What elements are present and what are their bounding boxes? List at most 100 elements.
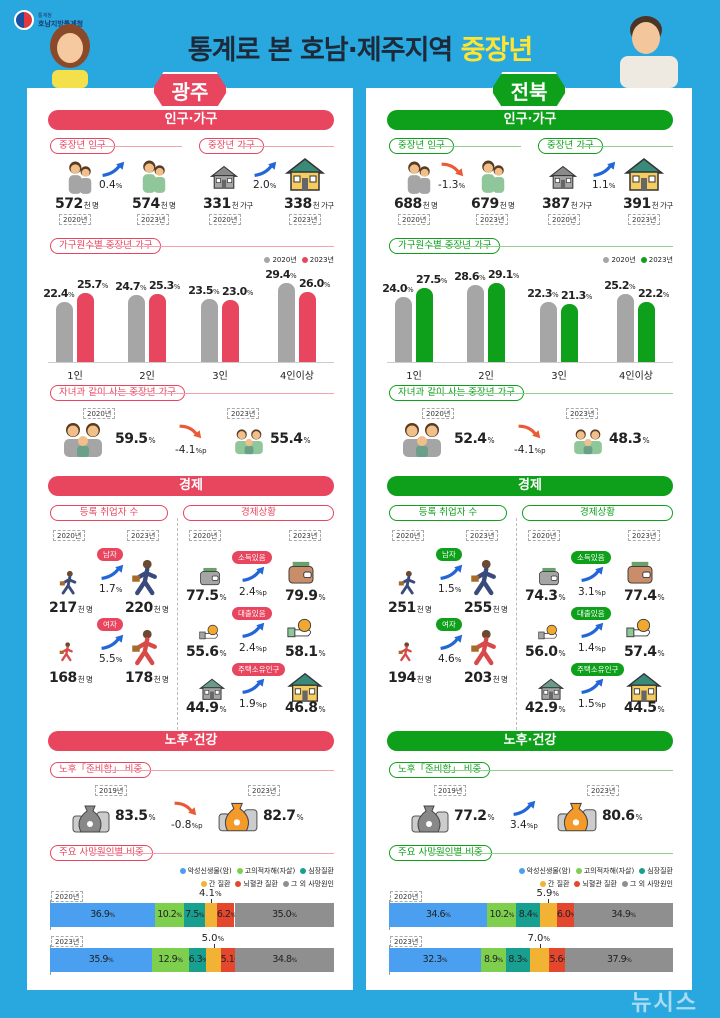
bar-value-2023-0: 27.5%	[416, 273, 456, 288]
economy-change-unit: %p	[255, 701, 267, 709]
retirement-change-unit: %p	[526, 822, 538, 830]
segment-value: 7.0	[527, 933, 544, 944]
segment-unit: %	[214, 890, 222, 898]
legend-item: 고의적자해(자살)	[583, 867, 635, 875]
retirement-year-2023: 2023년	[587, 785, 620, 796]
arrow-up-icon	[580, 566, 604, 582]
arrow-up-icon	[512, 800, 536, 816]
population-year-2020: 2020년	[398, 214, 431, 225]
statistics-office-logo: 통계청 호남지방통계청	[14, 10, 83, 30]
economy-year-2020: 2020년	[528, 530, 561, 541]
legend-dot	[518, 868, 525, 874]
economy-change-unit: %p	[594, 645, 606, 653]
population-2023: 679천 명	[471, 196, 515, 214]
economy-2020-unit: %	[219, 593, 227, 602]
segment-unit: %	[497, 957, 504, 964]
economy-change: 1.9%p	[239, 698, 267, 711]
employment-change-unit: %	[454, 656, 462, 664]
with-children-label-divider	[429, 393, 673, 394]
retirement-change: 3.4%p	[510, 819, 538, 832]
legend-dot	[621, 881, 628, 887]
section-header-health: 노후·건강	[48, 731, 334, 751]
with-children-year-2020: 2020년	[422, 408, 455, 419]
economy-change-value: 1.5	[578, 698, 595, 710]
with-children-change-unit: %p	[195, 447, 207, 455]
death-segment: 36.9%	[50, 903, 155, 927]
population-2020: 688천 명	[394, 196, 438, 214]
house-2023-icon	[285, 156, 325, 192]
employment-change-value: 1.5	[438, 583, 455, 595]
retirement-2019: 77.2%	[454, 808, 495, 826]
households-2023-unit: 천 가구	[312, 201, 335, 210]
economy-2023-unit: %	[657, 705, 665, 714]
with-children-2020-unit: %	[487, 436, 495, 445]
retirement-2019-unit: %	[148, 813, 156, 822]
legend-item: 뇌혈관 질환	[582, 880, 617, 888]
population-year-2023: 2023년	[476, 214, 509, 225]
population-change: 0.4%	[99, 179, 122, 192]
bar-value-unit: %	[323, 280, 331, 289]
employment-change: 1.5%	[438, 583, 461, 596]
economy-tag: 주택소유인구	[571, 663, 625, 676]
employment-change: 4.6%	[438, 653, 461, 666]
segment-unit: %	[230, 912, 236, 919]
bar-2020-1	[128, 295, 145, 362]
arrow-up-icon	[241, 678, 265, 694]
employment-2020: 168천 명	[49, 670, 93, 688]
family-2023-icon	[233, 426, 265, 456]
with-children-2020-value: 52.4	[454, 431, 487, 447]
arrow-up-icon	[592, 161, 616, 177]
bar-value-2020-0: 24.0%	[373, 282, 413, 297]
employment-2020-value: 168	[49, 670, 77, 686]
chart-baseline	[48, 362, 334, 363]
with-children-2020: 52.4%	[454, 431, 495, 449]
man-illustration	[612, 10, 684, 88]
legend-item: 그 외 사망원인	[290, 880, 334, 888]
arrow-up-icon	[99, 634, 125, 650]
bar-value-2023-0: 25.7%	[77, 278, 117, 293]
category-label: 1인	[406, 371, 422, 382]
with-children-2023: 48.3%	[609, 431, 650, 449]
death-year: 2020년	[51, 891, 84, 902]
gender-tag: 남자	[97, 548, 123, 561]
economy-change: 2.4%p	[239, 586, 267, 599]
chart-legend: 2020년 2023년	[598, 255, 673, 265]
employment-2020-unit: 천 명	[77, 675, 93, 684]
section-header-economy: 경제	[48, 476, 334, 496]
segment-unit: %	[508, 912, 515, 919]
death-segment: 37.9%	[565, 948, 673, 972]
economy-2020: 77.5%	[186, 588, 227, 606]
economy-tag: 대출있음	[232, 607, 272, 620]
employment-year-2020: 2020년	[392, 530, 425, 541]
employment-2020: 251천 명	[388, 600, 432, 618]
retirement-change: -0.8%p	[171, 819, 203, 832]
population-label: 중장년 인구	[50, 138, 115, 154]
people-2023-icon	[139, 158, 169, 194]
retirement-year-2019: 2019년	[95, 785, 128, 796]
retirement-2023-value: 80.6	[602, 808, 635, 824]
bar-value-unit: %	[551, 290, 559, 299]
legend-item: 그 외 사망원인	[629, 880, 673, 888]
arrow-up-icon	[241, 622, 265, 638]
family-2020-icon	[400, 421, 444, 457]
death-segment: 10.2%	[154, 903, 184, 927]
economy-2020-unit: %	[558, 593, 566, 602]
bar-2023-2	[222, 299, 239, 362]
callout-tick	[548, 899, 550, 903]
segment-value: 32.3	[422, 954, 443, 965]
bar-value-2023-2: 23.0%	[222, 285, 262, 300]
retirement-year-2023: 2023년	[248, 785, 281, 796]
economy-2020-value: 42.9	[525, 700, 558, 716]
legend-2023: 2023년	[309, 256, 334, 264]
retirement-2019-value: 77.2	[454, 808, 487, 824]
population-2023: 574천 명	[132, 196, 176, 214]
economy-2020-unit: %	[219, 705, 227, 714]
employment-change: 5.5%	[99, 653, 122, 666]
bar-2023-3	[299, 291, 316, 362]
chart-baseline	[387, 362, 673, 363]
runner-2020-icon	[398, 570, 418, 596]
bar-value-unit: %	[440, 276, 448, 285]
house-2020-icon	[538, 678, 564, 700]
economy-2020-unit: %	[558, 649, 566, 658]
bar-value-number: 22.3	[527, 286, 552, 300]
